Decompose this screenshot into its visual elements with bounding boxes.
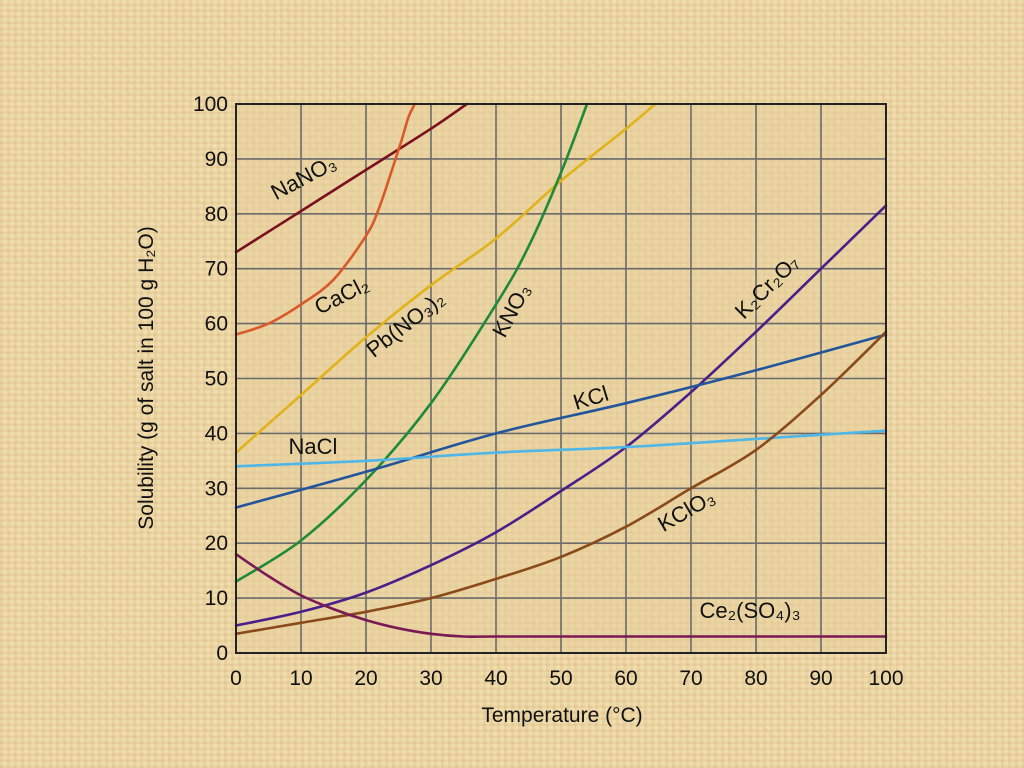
series-line-1 (234, 102, 417, 336)
x-tick-label: 100 (868, 667, 903, 690)
series-line-3 (234, 102, 589, 583)
x-tick-label: 70 (679, 667, 702, 690)
x-tick-label: 80 (744, 667, 767, 690)
series-line-0 (234, 102, 469, 254)
x-axis-title: Temperature (°C) (481, 704, 642, 727)
x-tick-label: 30 (419, 667, 442, 690)
series-label-ce2so43: Ce₂(SO₄)₃ (699, 598, 800, 623)
y-tick-label: 40 (205, 422, 228, 445)
series-line-2 (234, 102, 657, 454)
x-tick-label: 60 (614, 667, 637, 690)
series-layer (234, 102, 888, 639)
y-tick-label: 50 (205, 368, 228, 391)
y-tick-label: 10 (205, 587, 228, 610)
series-line-8 (234, 552, 888, 639)
series-label-nacl: NaCl (289, 434, 338, 459)
y-tick-label: 0 (216, 642, 228, 665)
y-axis-title: Solubility (g of salt in 100 g H₂O) (135, 226, 158, 529)
x-tick-label: 40 (484, 667, 507, 690)
plot-frame (235, 103, 887, 654)
x-tick-label: 90 (809, 667, 832, 690)
tick-labels: 0 10 20 30 40 50 60 70 80 90 100 0 10 20 30 40 50 60 70 80 9… (193, 93, 904, 690)
series-line-4 (234, 204, 888, 627)
y-tick-label: 100 (193, 93, 228, 116)
y-tick-label: 90 (205, 148, 228, 171)
y-tick-label: 60 (205, 313, 228, 336)
y-tick-label: 30 (205, 477, 228, 500)
series-line-5 (234, 333, 888, 509)
y-tick-label: 80 (205, 203, 228, 226)
x-tick-label: 10 (289, 667, 312, 690)
y-tick-label: 70 (205, 258, 228, 281)
y-tick-label: 20 (205, 532, 228, 555)
x-tick-label: 0 (230, 667, 242, 690)
x-tick-label: 20 (354, 667, 377, 690)
x-tick-label: 50 (549, 667, 572, 690)
